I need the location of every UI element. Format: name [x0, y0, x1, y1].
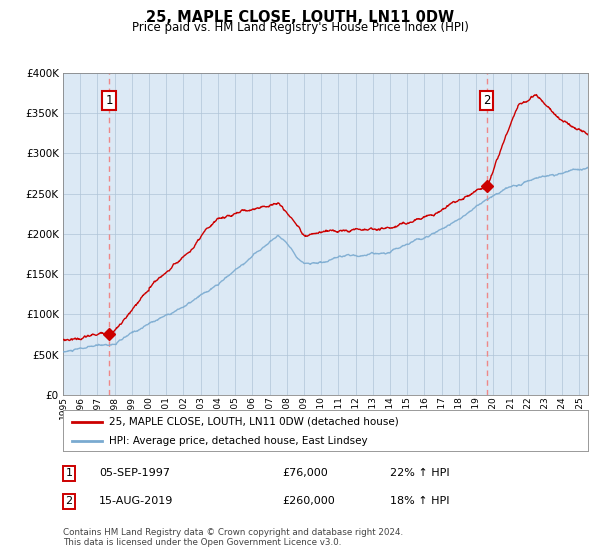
Text: 25, MAPLE CLOSE, LOUTH, LN11 0DW (detached house): 25, MAPLE CLOSE, LOUTH, LN11 0DW (detach… [109, 417, 399, 427]
Text: Contains HM Land Registry data © Crown copyright and database right 2024.
This d: Contains HM Land Registry data © Crown c… [63, 528, 403, 547]
Text: HPI: Average price, detached house, East Lindsey: HPI: Average price, detached house, East… [109, 436, 368, 446]
Text: 2: 2 [65, 496, 73, 506]
Text: 05-SEP-1997: 05-SEP-1997 [99, 468, 170, 478]
Text: 1: 1 [65, 468, 73, 478]
Text: Price paid vs. HM Land Registry's House Price Index (HPI): Price paid vs. HM Land Registry's House … [131, 21, 469, 34]
Text: 18% ↑ HPI: 18% ↑ HPI [390, 496, 449, 506]
Text: 15-AUG-2019: 15-AUG-2019 [99, 496, 173, 506]
Text: £76,000: £76,000 [282, 468, 328, 478]
Text: 2: 2 [483, 94, 491, 106]
Text: 22% ↑ HPI: 22% ↑ HPI [390, 468, 449, 478]
Text: 25, MAPLE CLOSE, LOUTH, LN11 0DW: 25, MAPLE CLOSE, LOUTH, LN11 0DW [146, 10, 454, 25]
Text: 1: 1 [106, 94, 113, 106]
Text: £260,000: £260,000 [282, 496, 335, 506]
